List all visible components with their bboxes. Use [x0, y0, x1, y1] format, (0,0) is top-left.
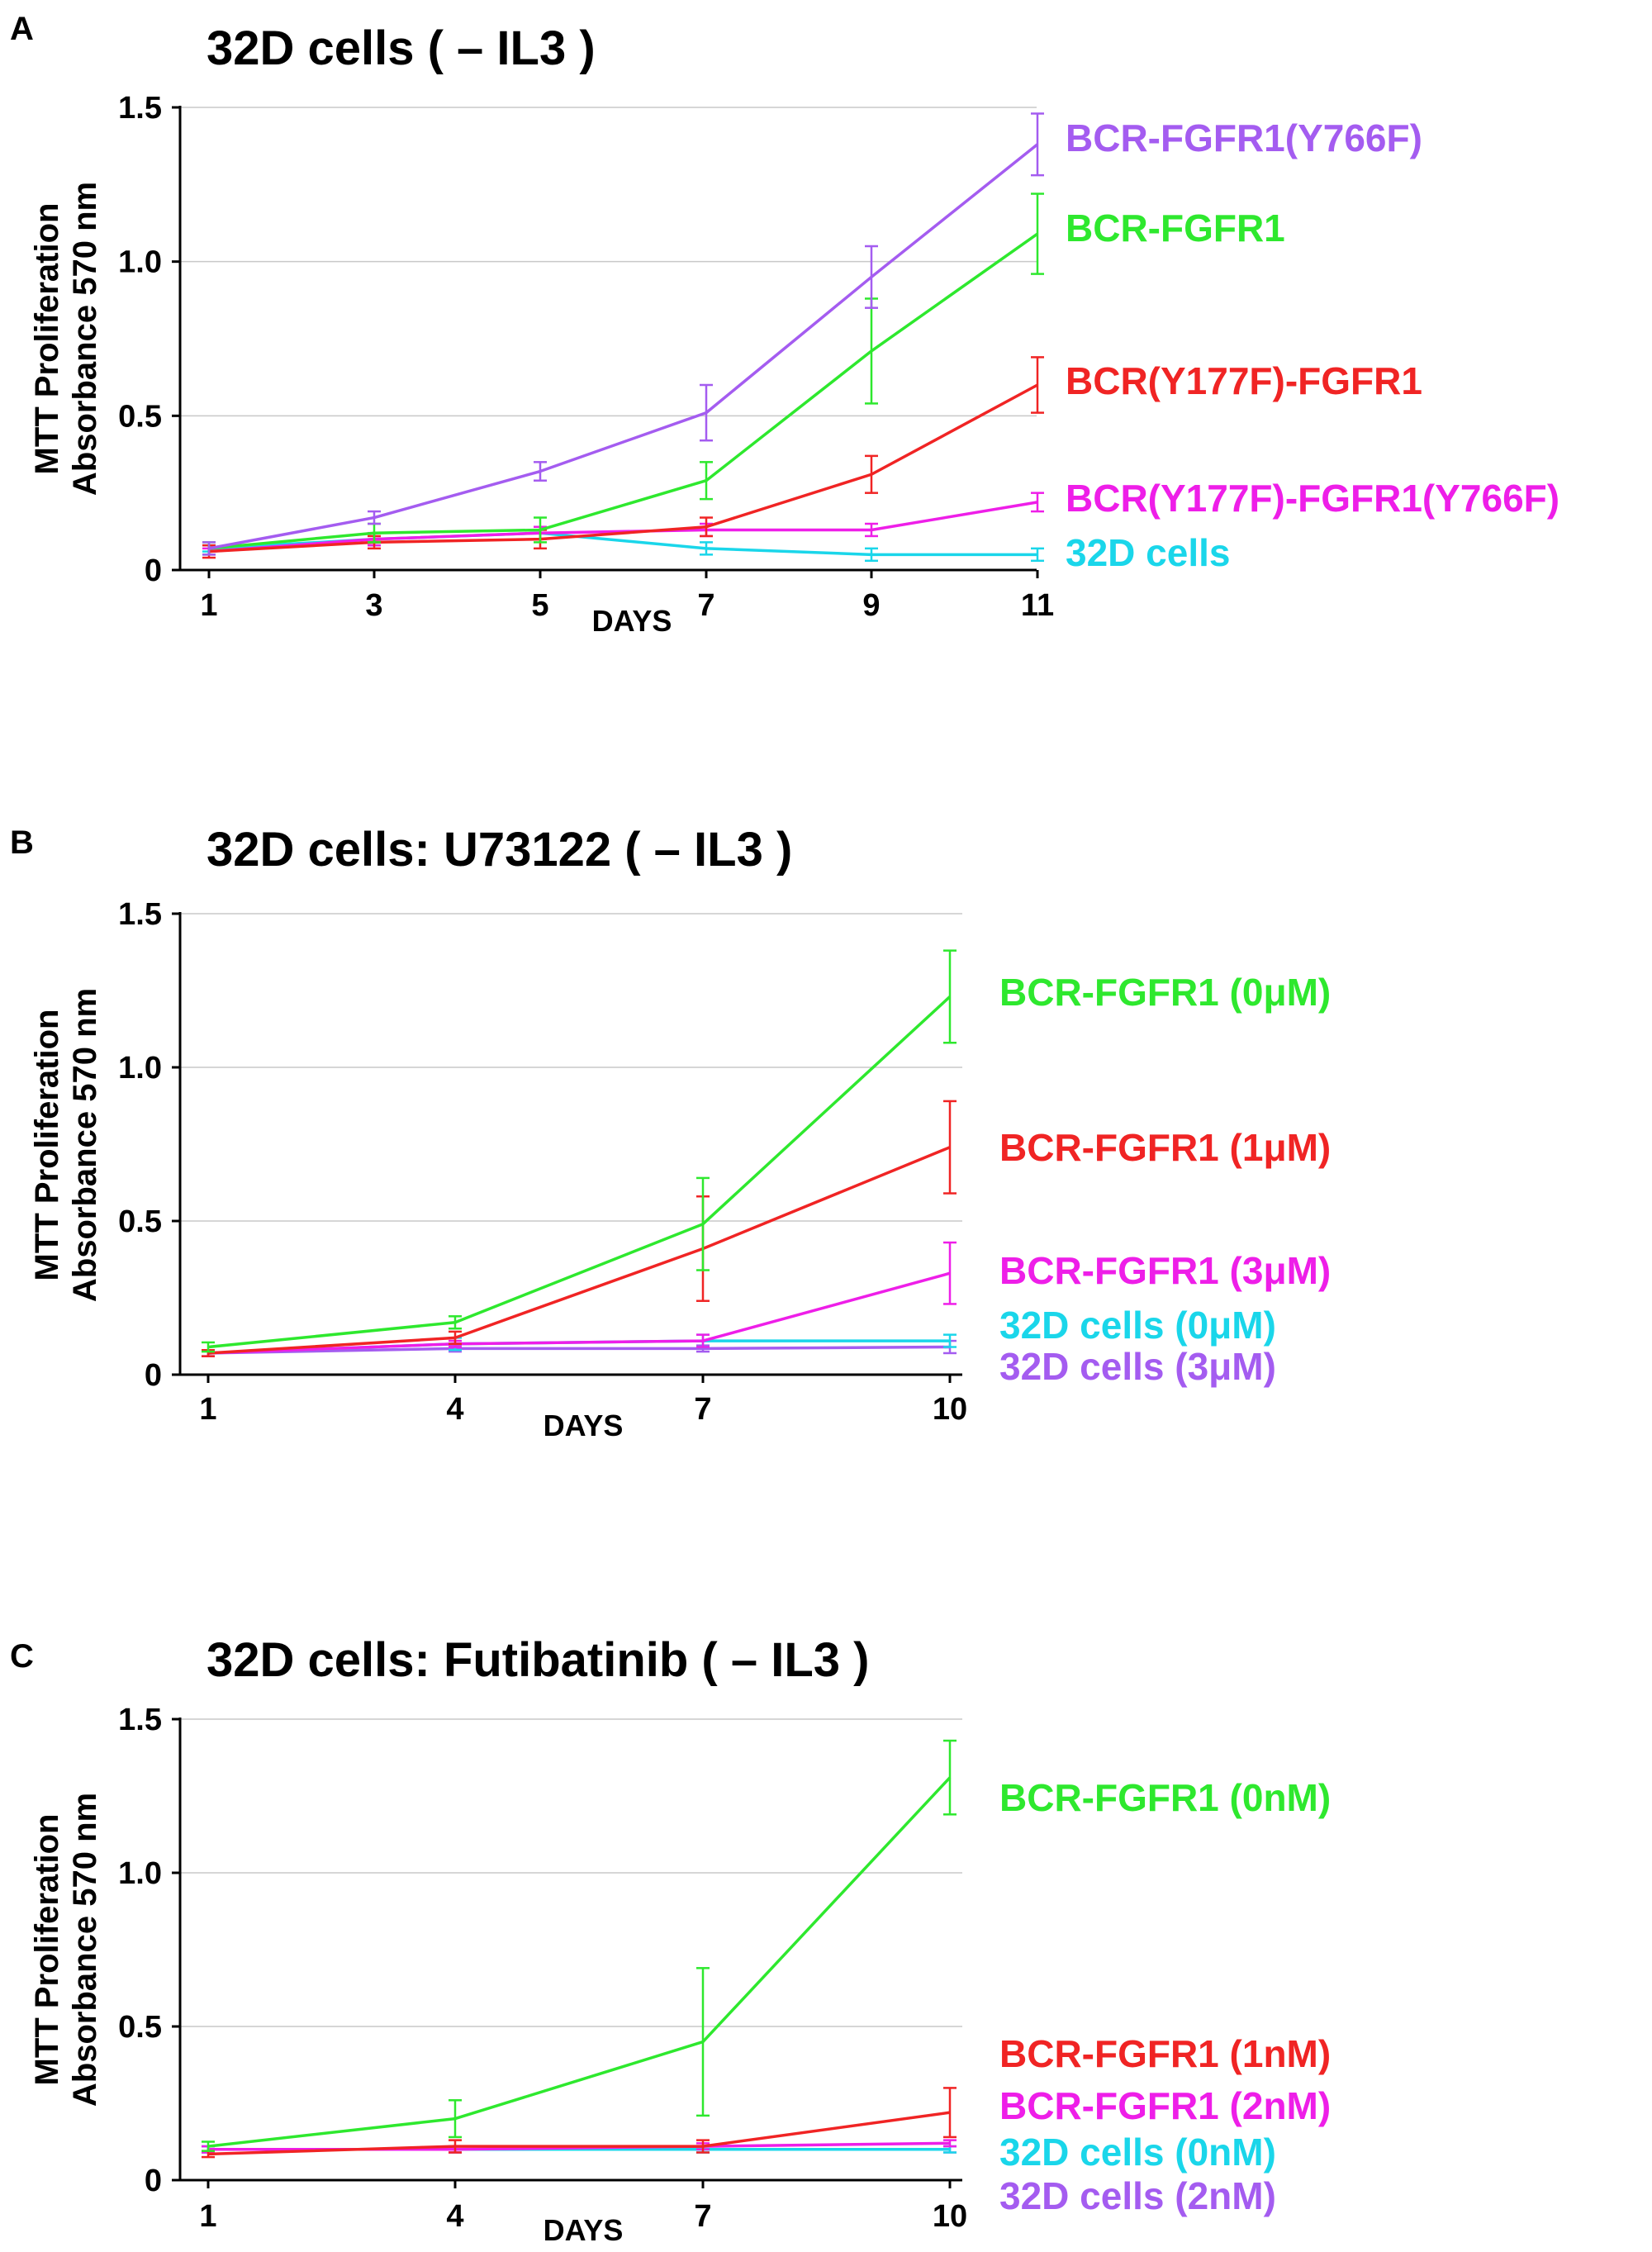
series-0: [202, 112, 1044, 556]
x-axis-label: DAYS: [592, 604, 672, 638]
chart-title: 32D cells: U73122 ( – IL3 ): [206, 823, 792, 877]
series-label: BCR-FGFR1 (3μM): [999, 1249, 1331, 1292]
y-axis-label-line: Absorbance 570 nm: [67, 1793, 103, 2107]
series-label: BCR(Y177F)-FGFR1: [1066, 359, 1422, 402]
series-line: [207, 1271, 951, 1355]
y-tick-label: 1.0: [118, 1051, 162, 1086]
series-line: [207, 1146, 951, 1355]
series-label: BCR(Y177F)-FGFR1(Y766F): [1066, 477, 1559, 520]
series-line: [208, 232, 1039, 550]
x-axis-label: DAYS: [544, 2213, 624, 2247]
x-tick-label: 7: [694, 2199, 711, 2234]
chart-panel-c: C 32D cells: Futibatinib ( – IL3 ) MTT Pro…: [10, 1633, 1331, 2247]
x-tick-label: 5: [531, 588, 548, 623]
x-tick-label: 3: [365, 588, 382, 623]
series-0: [202, 1739, 957, 2152]
x-tick-label: 11: [1021, 588, 1054, 623]
series-label: 32D cells: [1066, 531, 1230, 574]
series-0: [202, 949, 957, 1353]
series-line: [208, 383, 1038, 553]
series-1: [202, 1100, 957, 1357]
y-axis-label: MTT Proliferation Absorbance 570 nm: [29, 988, 103, 1302]
x-axis-label: DAYS: [544, 1409, 624, 1442]
y-tick-label: 0: [145, 553, 162, 588]
y-tick-label: 0.5: [118, 2010, 162, 2045]
series-label: 32D cells (2nM): [999, 2174, 1276, 2217]
x-tick-label: 4: [446, 2199, 463, 2234]
y-tick-label: 1.5: [118, 897, 162, 932]
y-axis-label: MTT Proliferation Absorbance 570 nm: [29, 182, 103, 496]
panel-letter: A: [10, 11, 34, 47]
x-tick-label: 9: [862, 588, 880, 623]
x-tick-label: 1: [200, 588, 217, 623]
series-label: BCR-FGFR1 (0nM): [999, 1776, 1331, 1819]
y-axis-label-line: Absorbance 570 nm: [67, 988, 103, 1302]
series-label: BCR-FGFR1 (1μM): [999, 1126, 1331, 1169]
series-1: [202, 192, 1044, 556]
series-line: [207, 995, 952, 1349]
series-2: [202, 1241, 957, 1357]
x-tick-label: 1: [199, 2199, 216, 2234]
x-tick-label: 1: [199, 1392, 216, 1427]
series-line: [207, 2111, 951, 2156]
y-tick-label: 1.5: [118, 91, 162, 126]
x-tick-label: 10: [933, 1392, 967, 1427]
series-line: [207, 1776, 952, 2148]
y-tick-label: 0.5: [118, 399, 162, 434]
x-tick-label: 7: [694, 1392, 711, 1427]
chart-title: 32D cells ( – IL3 ): [206, 21, 596, 75]
panel-letter: B: [10, 824, 34, 861]
chart-title: 32D cells: Futibatinib ( – IL3 ): [206, 1633, 869, 1687]
series-1: [202, 2087, 957, 2159]
series-label: 32D cells (3μM): [999, 1345, 1276, 1388]
x-tick-label: 10: [933, 2199, 967, 2234]
series-2: [202, 356, 1044, 559]
series-line: [208, 143, 1039, 550]
chart-panel-a: A 32D cells ( – IL3 ) MTT Proliferation Abs…: [10, 11, 1559, 638]
y-axis-label-line: MTT Proliferation: [29, 1814, 65, 2086]
y-tick-label: 1.0: [118, 245, 162, 280]
series-label: 32D cells (0nM): [999, 2131, 1276, 2174]
y-tick-label: 0: [145, 1358, 162, 1393]
series-line: [207, 1345, 951, 1355]
y-axis-label: MTT Proliferation Absorbance 570 nm: [29, 1793, 103, 2107]
series-label: BCR-FGFR1 (1nM): [999, 2032, 1331, 2075]
y-axis-label-line: MTT Proliferation: [29, 1010, 65, 1281]
series-label: BCR-FGFR1 (0μM): [999, 971, 1331, 1014]
series-label: BCR-FGFR1(Y766F): [1066, 116, 1422, 159]
y-tick-label: 1.0: [118, 1856, 162, 1891]
series-label: BCR-FGFR1 (2nM): [999, 2084, 1331, 2127]
y-tick-label: 0: [145, 2164, 162, 2198]
series-label: BCR-FGFR1: [1066, 207, 1285, 249]
series-label: 32D cells (0μM): [999, 1304, 1276, 1347]
series-line: [208, 501, 1038, 553]
x-tick-label: 4: [446, 1392, 463, 1427]
y-tick-label: 1.5: [118, 1703, 162, 1737]
panel-letter: C: [10, 1638, 34, 1675]
chart-panel-b: B 32D cells: U73122 ( – IL3 ) MTT Prolifer…: [10, 823, 1331, 1442]
y-axis-label-line: MTT Proliferation: [29, 203, 65, 475]
y-tick-label: 0.5: [118, 1204, 162, 1239]
y-axis-label-line: Absorbance 570 nm: [67, 182, 103, 496]
x-tick-label: 7: [697, 588, 714, 623]
